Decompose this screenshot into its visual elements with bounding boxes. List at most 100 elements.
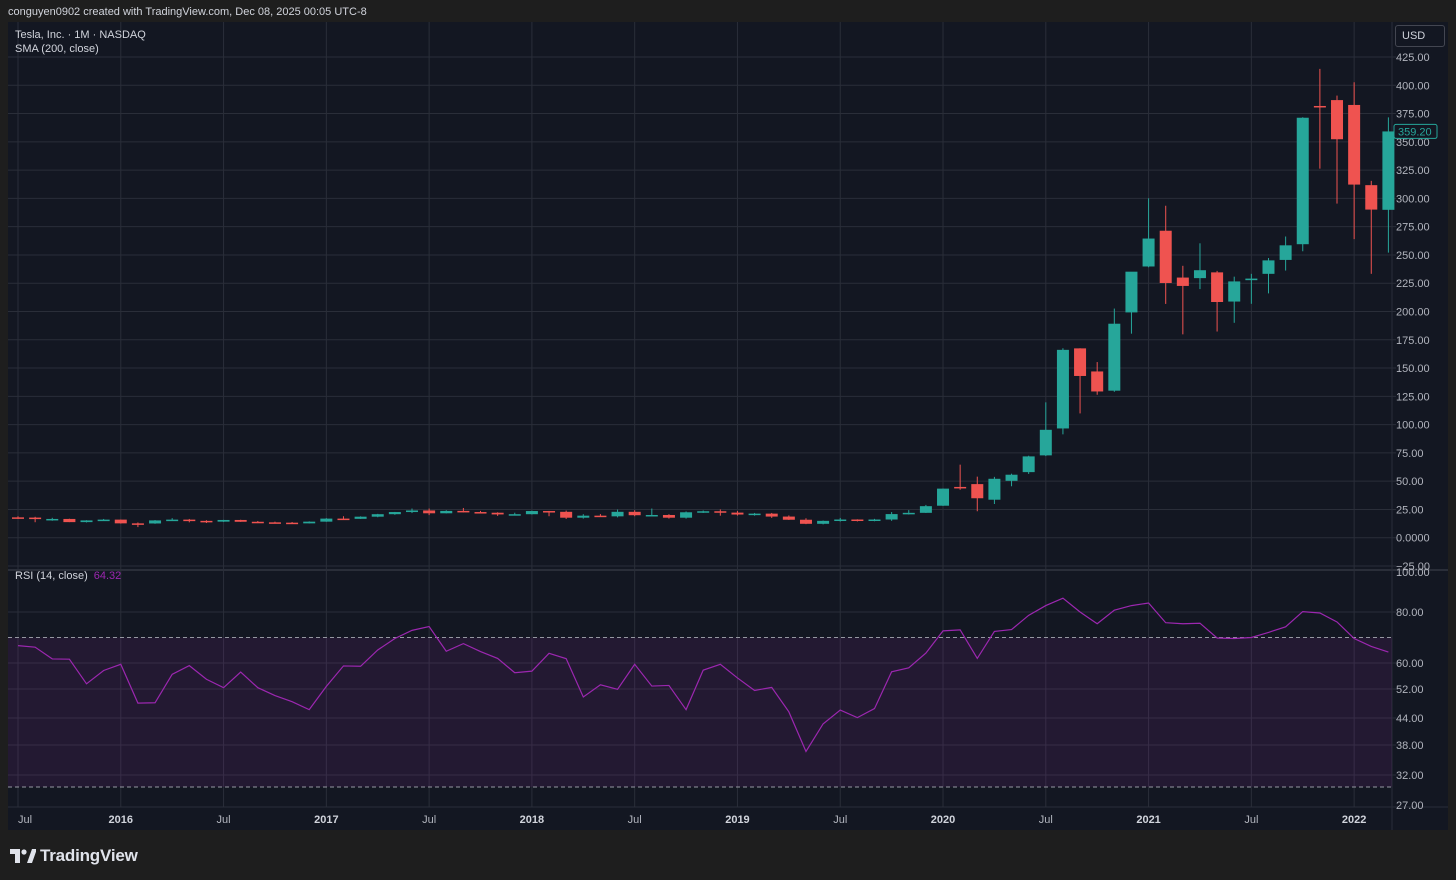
- candle[interactable]: [543, 510, 556, 517]
- candle[interactable]: [954, 464, 967, 490]
- candle[interactable]: [714, 509, 727, 516]
- candle[interactable]: [834, 517, 847, 522]
- candle[interactable]: [937, 488, 950, 506]
- candle[interactable]: [525, 510, 538, 515]
- candle[interactable]: [560, 510, 573, 519]
- tradingview-logo[interactable]: TradingView: [10, 846, 138, 866]
- candle[interactable]: [885, 512, 898, 521]
- candle[interactable]: [1245, 273, 1258, 304]
- candle[interactable]: [149, 520, 162, 524]
- candle[interactable]: [868, 518, 881, 522]
- candle[interactable]: [46, 517, 59, 521]
- candle[interactable]: [1005, 473, 1018, 487]
- header-caption: conguyen0902 created with TradingView.co…: [8, 6, 367, 18]
- candle[interactable]: [268, 521, 281, 524]
- candle-body: [817, 520, 830, 524]
- candle[interactable]: [457, 507, 470, 513]
- price-tick-label: 425.00: [1396, 52, 1430, 64]
- candle[interactable]: [1211, 270, 1224, 332]
- candle[interactable]: [799, 518, 812, 525]
- candle[interactable]: [114, 519, 127, 524]
- currency-button[interactable]: USD: [1395, 25, 1445, 47]
- candle[interactable]: [423, 508, 436, 516]
- candle[interactable]: [371, 513, 384, 518]
- candle[interactable]: [1176, 265, 1189, 335]
- rsi-legend[interactable]: RSI (14, close) 64.32: [15, 570, 121, 582]
- candle[interactable]: [1331, 95, 1344, 204]
- candle[interactable]: [200, 520, 213, 524]
- candle[interactable]: [1039, 402, 1052, 457]
- candle[interactable]: [1142, 198, 1155, 268]
- candle[interactable]: [731, 511, 744, 516]
- candle[interactable]: [1056, 348, 1069, 435]
- candle[interactable]: [645, 508, 658, 517]
- candle[interactable]: [662, 514, 675, 519]
- candle[interactable]: [782, 515, 795, 520]
- candle-body: [474, 512, 487, 514]
- candle[interactable]: [1279, 236, 1292, 271]
- candle[interactable]: [183, 518, 196, 523]
- candle[interactable]: [1108, 308, 1121, 392]
- candle[interactable]: [1348, 82, 1361, 240]
- candle[interactable]: [320, 518, 333, 522]
- candle[interactable]: [29, 516, 42, 523]
- candle[interactable]: [851, 519, 864, 522]
- candle-body: [1005, 474, 1018, 481]
- candle[interactable]: [817, 520, 830, 525]
- candle[interactable]: [131, 522, 144, 528]
- candle[interactable]: [697, 510, 710, 513]
- candle[interactable]: [286, 521, 299, 525]
- chart-canvas[interactable]: 425.00 400.00 375.00 350.00 325.00 300.00 275.…: [8, 22, 1448, 830]
- candle[interactable]: [63, 518, 76, 523]
- candle[interactable]: [1228, 276, 1241, 323]
- candle[interactable]: [80, 520, 93, 523]
- candle[interactable]: [1193, 243, 1206, 290]
- candle[interactable]: [1074, 348, 1087, 414]
- candle[interactable]: [1296, 117, 1309, 252]
- candle[interactable]: [680, 511, 693, 519]
- candle[interactable]: [748, 512, 761, 516]
- sma-legend[interactable]: SMA (200, close): [15, 43, 99, 55]
- candle[interactable]: [919, 504, 932, 513]
- candle[interactable]: [577, 514, 590, 519]
- candle[interactable]: [628, 510, 641, 517]
- candle-body: [1245, 278, 1258, 281]
- time-tick-label: Jul: [833, 814, 847, 826]
- candle[interactable]: [251, 520, 264, 524]
- candle[interactable]: [97, 518, 110, 522]
- candle[interactable]: [217, 519, 230, 522]
- candle[interactable]: [474, 510, 487, 514]
- candle-body: [457, 510, 470, 513]
- candle[interactable]: [405, 508, 418, 514]
- candle[interactable]: [1262, 257, 1275, 294]
- candle[interactable]: [491, 512, 504, 516]
- candle[interactable]: [354, 516, 367, 519]
- candle[interactable]: [1313, 68, 1326, 169]
- candle[interactable]: [388, 511, 401, 515]
- candle[interactable]: [611, 509, 624, 518]
- symbol-legend[interactable]: Tesla, Inc. · 1M · NASDAQ: [15, 29, 146, 41]
- candle[interactable]: [337, 516, 350, 521]
- candle-body: [149, 520, 162, 524]
- candle[interactable]: [508, 512, 521, 516]
- candle[interactable]: [902, 510, 915, 515]
- candle[interactable]: [440, 510, 453, 514]
- rsi-band-fill: [8, 637, 1392, 787]
- candle[interactable]: [1022, 455, 1035, 474]
- candle[interactable]: [166, 518, 179, 522]
- candle[interactable]: [12, 516, 24, 519]
- candle[interactable]: [1091, 362, 1104, 395]
- candle[interactable]: [594, 514, 607, 518]
- candle[interactable]: [1365, 180, 1378, 274]
- candle[interactable]: [1125, 271, 1138, 334]
- candle[interactable]: [765, 512, 778, 518]
- candle[interactable]: [234, 519, 247, 522]
- candle[interactable]: [1382, 117, 1395, 253]
- candle[interactable]: [988, 476, 1001, 505]
- candle[interactable]: [971, 476, 984, 512]
- time-tick-label: 2019: [725, 814, 749, 826]
- candle-body: [645, 514, 658, 517]
- last-price-badge: [1393, 123, 1438, 139]
- candle[interactable]: [303, 521, 316, 524]
- candle[interactable]: [1159, 205, 1172, 304]
